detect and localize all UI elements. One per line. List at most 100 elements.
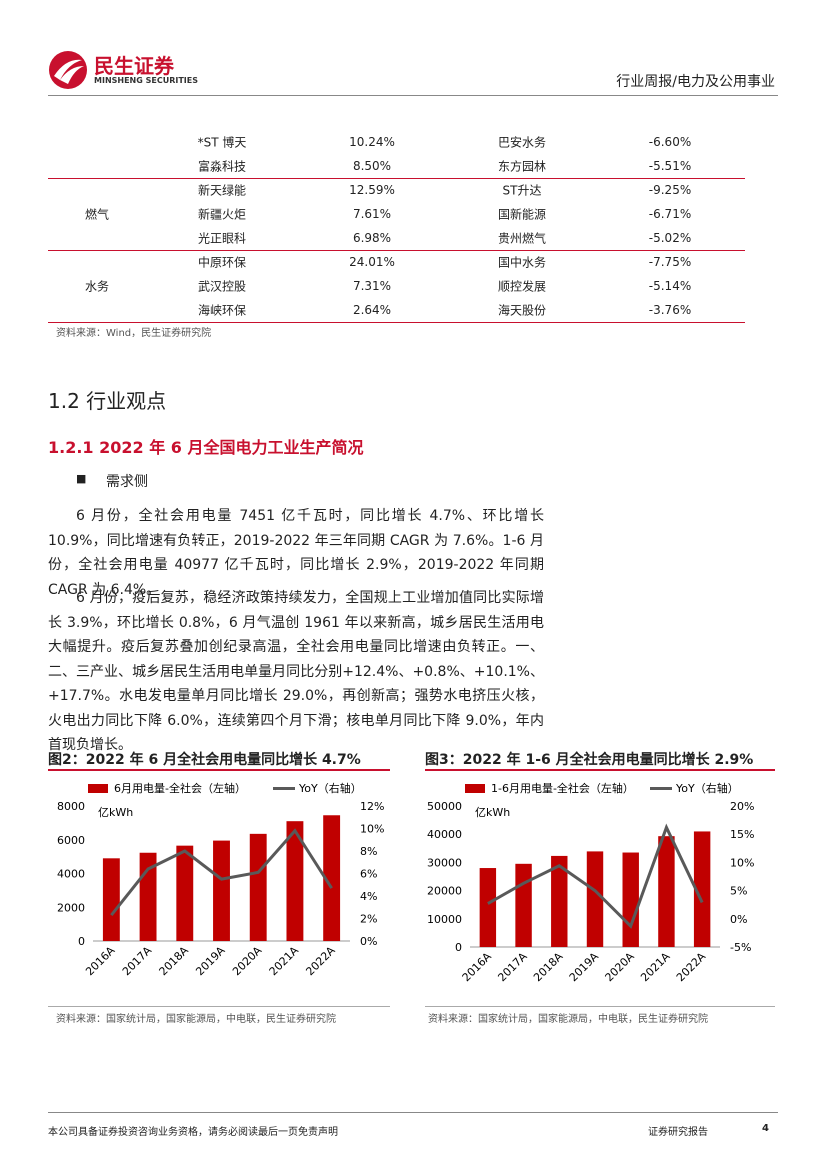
group-rule xyxy=(48,250,745,251)
y-tick-label: 0 xyxy=(78,935,85,948)
brand-en: MINSHENG SECURITIES xyxy=(94,76,198,85)
bar xyxy=(479,868,497,947)
y-axis-label: 亿kWh xyxy=(475,806,510,819)
x-tick-label: 2020A xyxy=(603,950,638,985)
bar xyxy=(658,836,675,947)
chart: 0 2000 4000 6000 8000 0% 2% 4% 6% 8% 10% 12% 亿kWh 201… xyxy=(57,781,384,979)
x-tick-label: 2016A xyxy=(460,950,495,985)
bar xyxy=(102,858,120,941)
y2-tick-label: 5% xyxy=(730,885,747,898)
table-cell: -6.60% xyxy=(648,135,692,149)
bar xyxy=(323,815,341,941)
figure-rule xyxy=(425,1006,775,1007)
bar xyxy=(586,851,604,947)
bar xyxy=(693,831,711,947)
table-cell: 巴安水务 xyxy=(497,135,547,150)
bar xyxy=(515,863,532,947)
disclaimer: 本公司具备证券投资咨询业务资格，请务必阅读最后一页免责声明 xyxy=(48,1127,338,1138)
x-tick-label: 2019A xyxy=(193,944,228,979)
y2-tick-label: -5% xyxy=(730,941,751,954)
paragraph: 6 月份，疫后复苏，稳经济政策持续发力，全国规上工业增加值同比实际增长 3.9%… xyxy=(48,590,544,753)
table-cell: 中原环保 xyxy=(197,255,247,270)
table-cell: *ST 博天 xyxy=(197,135,247,150)
table-cell: -5.51% xyxy=(648,159,692,173)
chart: 0 10000 20000 30000 40000 50000 -5% 0% 5% 10% 15% 2… xyxy=(427,781,754,985)
table-cell: 海天股份 xyxy=(497,303,547,318)
figure-caption: 图2：2022 年 6 月全社会用电量同比增长 4.7% xyxy=(48,752,361,768)
table-cell: 新疆火炬 xyxy=(197,207,247,222)
report-category: 行业周报/电力及公用事业 xyxy=(616,74,775,90)
group-rule xyxy=(48,178,745,179)
y2-tick-label: 6% xyxy=(360,868,377,881)
footer-rule xyxy=(48,1112,778,1113)
group-label: 水务 xyxy=(84,279,110,294)
x-tick-label: 2021A xyxy=(638,950,673,985)
y2-tick-label: 4% xyxy=(360,890,377,903)
x-tick-label: 2016A xyxy=(83,944,118,979)
bullet-text: 需求侧 xyxy=(106,474,148,490)
table-cell: 新天绿能 xyxy=(197,183,247,198)
y2-tick-label: 0% xyxy=(730,913,747,926)
x-tick-label: 2019A xyxy=(567,950,602,985)
y-tick-label: 0 xyxy=(455,941,462,954)
table-cell: 富淼科技 xyxy=(197,159,247,174)
legend-swatch xyxy=(88,784,108,793)
table-cell: 7.61% xyxy=(352,207,392,221)
table-cell: -9.25% xyxy=(648,183,692,197)
subheading: 1.2.1 2022 年 6 月全国电力工业生产简况 xyxy=(48,438,364,457)
y-tick-label: 40000 xyxy=(427,828,462,841)
caption-rule xyxy=(48,769,390,771)
group-label: 燃气 xyxy=(84,207,110,222)
x-tick-label: 2017A xyxy=(495,950,530,985)
x-tick-label: 2022A xyxy=(674,950,709,985)
group-rule xyxy=(48,322,745,323)
bar xyxy=(213,840,230,941)
y-tick-label: 10000 xyxy=(427,913,462,926)
bar xyxy=(249,833,267,941)
y2-tick-label: 12% xyxy=(360,800,384,813)
y-tick-label: 20000 xyxy=(427,885,462,898)
y-tick-label: 50000 xyxy=(427,800,462,813)
table-cell: 国中水务 xyxy=(497,255,547,270)
figure-caption: 图3：2022 年 1-6 月全社会用电量同比增长 2.9% xyxy=(425,752,754,768)
table-cell: 6.98% xyxy=(352,231,392,245)
x-tick-label: 2021A xyxy=(267,944,302,979)
legend-swatch xyxy=(465,784,485,793)
bar xyxy=(551,855,568,947)
y2-tick-label: 0% xyxy=(360,935,377,948)
table-cell: 海峡环保 xyxy=(197,303,247,318)
section-heading: 1.2 行业观点 xyxy=(48,389,167,413)
figure-rule xyxy=(48,1006,390,1007)
figure-source: 资料来源：国家统计局，国家能源局，中电联，民生证券研究院 xyxy=(428,1014,708,1025)
table-cell: 光正眼科 xyxy=(197,231,247,246)
legend-label: 1-6月用电量-全社会（左轴） xyxy=(491,781,634,795)
table-cell: 东方园林 xyxy=(497,159,547,174)
y2-tick-label: 15% xyxy=(730,828,754,841)
bar xyxy=(286,821,304,941)
paragraph: 6 月份，全社会用电量 7451 亿千瓦时，同比增长 4.7%、环比增长 10.… xyxy=(48,508,544,598)
x-tick-label: 2022A xyxy=(303,944,338,979)
y2-tick-label: 8% xyxy=(360,845,377,858)
legend-label: YoY（右轴） xyxy=(298,781,362,795)
y-tick-label: 30000 xyxy=(427,856,462,869)
table-cell: 国新能源 xyxy=(497,207,547,222)
x-tick-label: 2018A xyxy=(531,950,566,985)
line-series xyxy=(110,828,333,917)
table-cell: -5.14% xyxy=(648,279,692,293)
table-cell: 8.50% xyxy=(352,159,392,173)
x-tick-label: 2020A xyxy=(230,944,265,979)
logo xyxy=(49,51,87,89)
y-tick-label: 6000 xyxy=(57,834,85,847)
table-source: 资料来源：Wind，民生证券研究院 xyxy=(56,328,212,339)
y-tick-label: 8000 xyxy=(57,800,85,813)
table-cell: 贵州燃气 xyxy=(497,231,547,246)
y2-tick-label: 2% xyxy=(360,913,377,926)
table-cell: 10.24% xyxy=(349,135,395,149)
table-cell: -5.02% xyxy=(648,231,692,245)
page-number: 4 xyxy=(762,1123,769,1134)
x-tick-label: 2017A xyxy=(120,944,155,979)
x-tick-label: 2018A xyxy=(157,944,192,979)
y2-tick-label: 10% xyxy=(730,856,754,869)
y2-tick-label: 20% xyxy=(730,800,754,813)
